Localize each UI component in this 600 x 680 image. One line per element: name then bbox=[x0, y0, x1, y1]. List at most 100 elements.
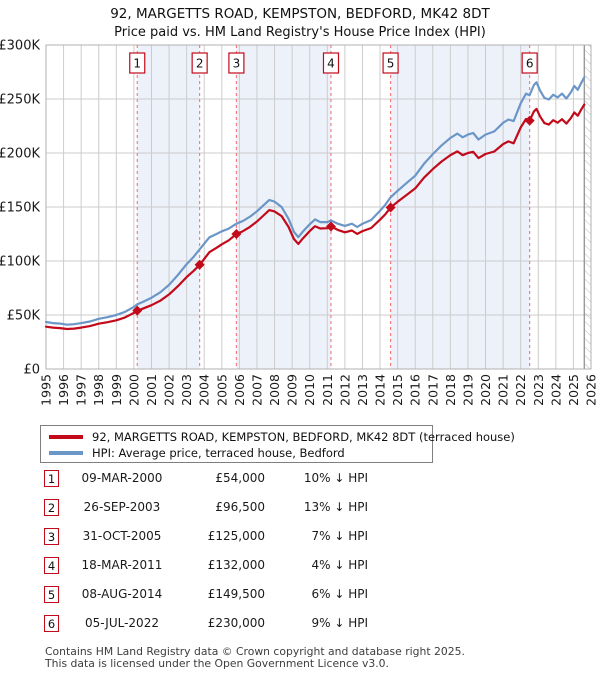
sale-date: 26-SEP-2003 bbox=[83, 500, 161, 514]
x-axis-label: 2012 bbox=[337, 374, 352, 406]
sale-point-diamond bbox=[231, 229, 242, 239]
sale-number-badge: 2 bbox=[44, 499, 59, 516]
sale-pct-vs-hpi: 9% ↓ HPI bbox=[311, 616, 368, 630]
sale-date: 31-OCT-2005 bbox=[82, 529, 162, 543]
x-axis-label: 2007 bbox=[249, 374, 264, 406]
y-axis-label: £150K bbox=[0, 201, 40, 216]
x-axis-label: 2020 bbox=[478, 374, 493, 406]
sale-row: 6 05-JUL-2022 £230,000 9% ↓ HPI bbox=[0, 615, 600, 633]
x-axis-label: 2011 bbox=[320, 374, 335, 406]
sale-point-diamond bbox=[385, 202, 396, 213]
footer: Contains HM Land Registry data © Crown c… bbox=[45, 646, 465, 670]
x-axis-label: 1998 bbox=[91, 374, 106, 406]
y-axis-label: £100K bbox=[0, 255, 40, 270]
chart-title: 92, MARGETTS ROAD, KEMPSTON, BEDFORD, MK… bbox=[110, 6, 490, 22]
plot-frame bbox=[45, 44, 592, 370]
sale-price: £149,500 bbox=[207, 587, 265, 601]
sale-number-badge: 5 bbox=[44, 586, 59, 603]
x-axis-label: 2009 bbox=[285, 374, 300, 406]
x-axis-label: 2005 bbox=[214, 374, 229, 406]
x-axis-label: 2015 bbox=[390, 374, 405, 406]
x-axis-label: 2025 bbox=[566, 374, 581, 406]
y-axis-label: £300K bbox=[0, 39, 40, 54]
sale-point-diamond bbox=[325, 221, 336, 232]
sale-marker-box bbox=[322, 52, 340, 74]
sale-point-diamond bbox=[194, 259, 205, 270]
x-axis-label: 2000 bbox=[126, 374, 141, 406]
sale-point-diamond bbox=[524, 115, 535, 126]
footer-line-1: Contains HM Land Registry data © Crown c… bbox=[45, 645, 465, 658]
y-axis-label: £200K bbox=[0, 147, 40, 162]
hpi-line-swatch bbox=[49, 451, 83, 455]
x-axis-label: 1999 bbox=[109, 374, 124, 406]
x-axis-label: 2026 bbox=[584, 374, 599, 406]
sale-price: £96,500 bbox=[215, 500, 265, 514]
sale-number-badge: 3 bbox=[44, 528, 59, 545]
sale-marker-box bbox=[191, 52, 208, 74]
y-axis-label: £250K bbox=[0, 93, 40, 108]
x-axis-label: 2018 bbox=[443, 374, 458, 406]
sale-row: 4 18-MAR-2011 £132,000 4% ↓ HPI bbox=[0, 557, 600, 575]
x-axis-label: 2016 bbox=[408, 374, 423, 406]
x-axis-label: 2003 bbox=[179, 374, 194, 406]
x-axis-label: 1995 bbox=[39, 374, 54, 406]
sale-pct-vs-hpi: 4% ↓ HPI bbox=[311, 558, 368, 572]
price-line-swatch bbox=[49, 435, 83, 439]
legend-row-hpi: HPI: Average price, terraced house, Bedf… bbox=[49, 445, 432, 461]
x-axis-label: 2024 bbox=[548, 374, 563, 406]
x-axis-label: 2006 bbox=[232, 374, 247, 406]
sale-price: £125,000 bbox=[207, 529, 265, 543]
sale-marker-number: 1 bbox=[133, 57, 141, 71]
x-axis-label: 2004 bbox=[197, 374, 212, 406]
sale-date: 18-MAR-2011 bbox=[81, 558, 163, 572]
sale-marker-box bbox=[228, 52, 245, 74]
sale-date: 05-JUL-2022 bbox=[85, 616, 159, 630]
sale-pct-vs-hpi: 6% ↓ HPI bbox=[311, 587, 368, 601]
legend-property-label: 92, MARGETTS ROAD, KEMPSTON, BEDFORD, MK… bbox=[92, 430, 515, 444]
x-axis-label: 2023 bbox=[531, 374, 546, 406]
sale-price: £230,000 bbox=[207, 616, 265, 630]
sale-date: 08-AUG-2014 bbox=[81, 587, 163, 601]
chart-subtitle: Price paid vs. HM Land Registry's House … bbox=[114, 25, 486, 40]
y-axis-label: £0 bbox=[23, 363, 40, 378]
sale-number-badge: 4 bbox=[44, 557, 59, 574]
hpi-line bbox=[44, 76, 586, 326]
sale-marker-number: 2 bbox=[196, 57, 204, 71]
sale-date: 09-MAR-2000 bbox=[81, 471, 163, 485]
x-axis-label: 2014 bbox=[373, 374, 388, 406]
footer-line-2: This data is licensed under the Open Gov… bbox=[45, 656, 389, 670]
x-axis-label: 1996 bbox=[56, 374, 71, 406]
sale-pct-vs-hpi: 10% ↓ HPI bbox=[303, 471, 368, 485]
sale-row: 1 09-MAR-2000 £54,000 10% ↓ HPI bbox=[0, 470, 600, 488]
sale-row: 2 26-SEP-2003 £96,500 13% ↓ HPI bbox=[0, 499, 600, 517]
sale-marker-number: 4 bbox=[327, 57, 335, 71]
sale-number-badge: 1 bbox=[44, 470, 59, 487]
legend-hpi-label: HPI: Average price, terraced house, Bedf… bbox=[92, 446, 345, 460]
sale-pct-vs-hpi: 7% ↓ HPI bbox=[311, 529, 368, 543]
x-axis-label: 2010 bbox=[302, 374, 317, 406]
sale-marker-box bbox=[521, 52, 538, 74]
sale-marker-number: 5 bbox=[387, 57, 395, 71]
x-axis-label: 2013 bbox=[355, 374, 370, 406]
sale-row: 3 31-OCT-2005 £125,000 7% ↓ HPI bbox=[0, 528, 600, 546]
sale-price: £132,000 bbox=[207, 558, 265, 572]
sale-price: £54,000 bbox=[215, 471, 265, 485]
sale-marker-box bbox=[382, 52, 399, 74]
x-axis-label: 2008 bbox=[267, 374, 282, 406]
sale-marker-box bbox=[129, 52, 146, 74]
sale-pct-vs-hpi: 13% ↓ HPI bbox=[303, 500, 368, 514]
sale-marker-number: 3 bbox=[233, 57, 241, 71]
x-axis-label: 2019 bbox=[460, 374, 475, 406]
x-axis-label: 2022 bbox=[513, 374, 528, 406]
legend: 92, MARGETTS ROAD, KEMPSTON, BEDFORD, MK… bbox=[40, 425, 515, 463]
x-axis-label: 2001 bbox=[144, 374, 159, 406]
x-axis-label: 2021 bbox=[496, 374, 511, 406]
legend-row-property: 92, MARGETTS ROAD, KEMPSTON, BEDFORD, MK… bbox=[49, 429, 515, 445]
x-axis-label: 1997 bbox=[74, 374, 89, 406]
x-axis-label: 2002 bbox=[162, 374, 177, 406]
sale-number-badge: 6 bbox=[44, 615, 59, 632]
sale-point-diamond bbox=[132, 305, 143, 316]
sale-row: 5 08-AUG-2014 £149,500 6% ↓ HPI bbox=[0, 586, 600, 604]
y-axis-label: £50K bbox=[7, 309, 41, 324]
